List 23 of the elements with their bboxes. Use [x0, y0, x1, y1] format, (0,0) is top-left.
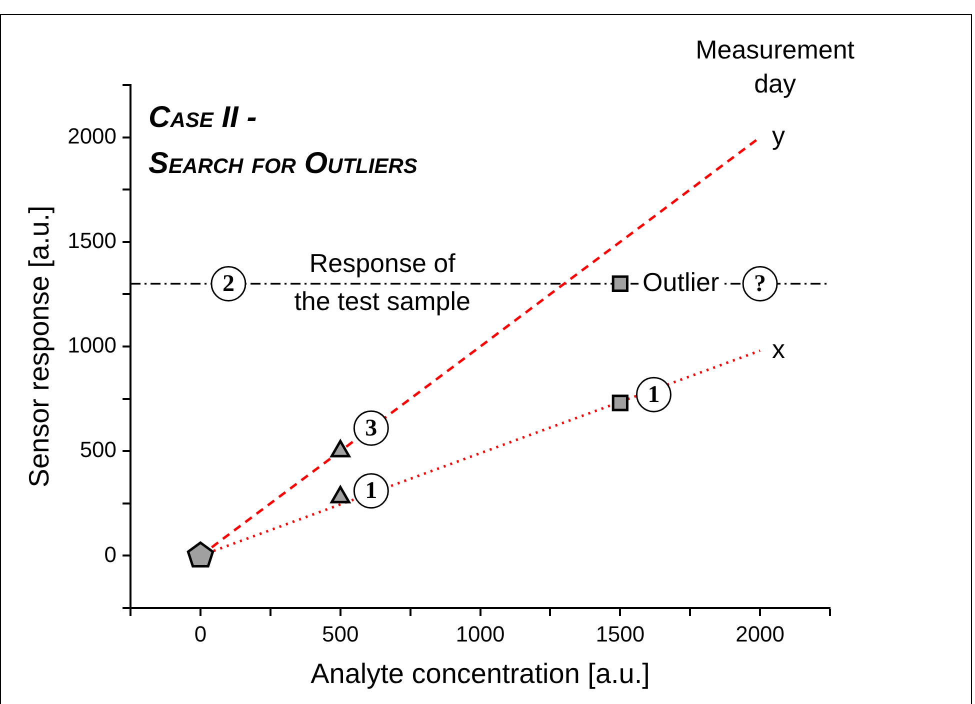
text: Case II - Search for Outliers [148, 101, 418, 180]
annotation: ? [754, 270, 766, 297]
y-axis-title: Sensor response [a.u.] [24, 206, 55, 488]
x-tick-label: 500 [322, 621, 359, 646]
annotation: 1 [648, 382, 660, 408]
x-tick-label: 1000 [456, 621, 505, 646]
x-tick-label: 2000 [736, 621, 785, 646]
series-label: x [772, 334, 786, 364]
annotation: Outlier [642, 266, 720, 297]
y-tick-label: 2000 [68, 123, 117, 148]
x-tick-label: 1500 [596, 621, 645, 646]
annotation: 3 [365, 415, 378, 442]
annotation: 1 [365, 478, 378, 504]
y-tick-label: 1500 [68, 228, 117, 253]
x-axis-title: Analyte concentration [a.u.] [310, 658, 650, 689]
x-tick-label: 0 [194, 621, 207, 646]
legend-title: Measurement day [696, 34, 856, 98]
annotation: 2 [222, 270, 234, 297]
y-tick-label: 500 [80, 437, 117, 462]
y-tick-label: 1000 [68, 332, 117, 358]
ref-line-label: Response of the test sample [294, 248, 471, 316]
series-label: y [772, 120, 786, 150]
y-tick-label: 0 [104, 542, 117, 567]
